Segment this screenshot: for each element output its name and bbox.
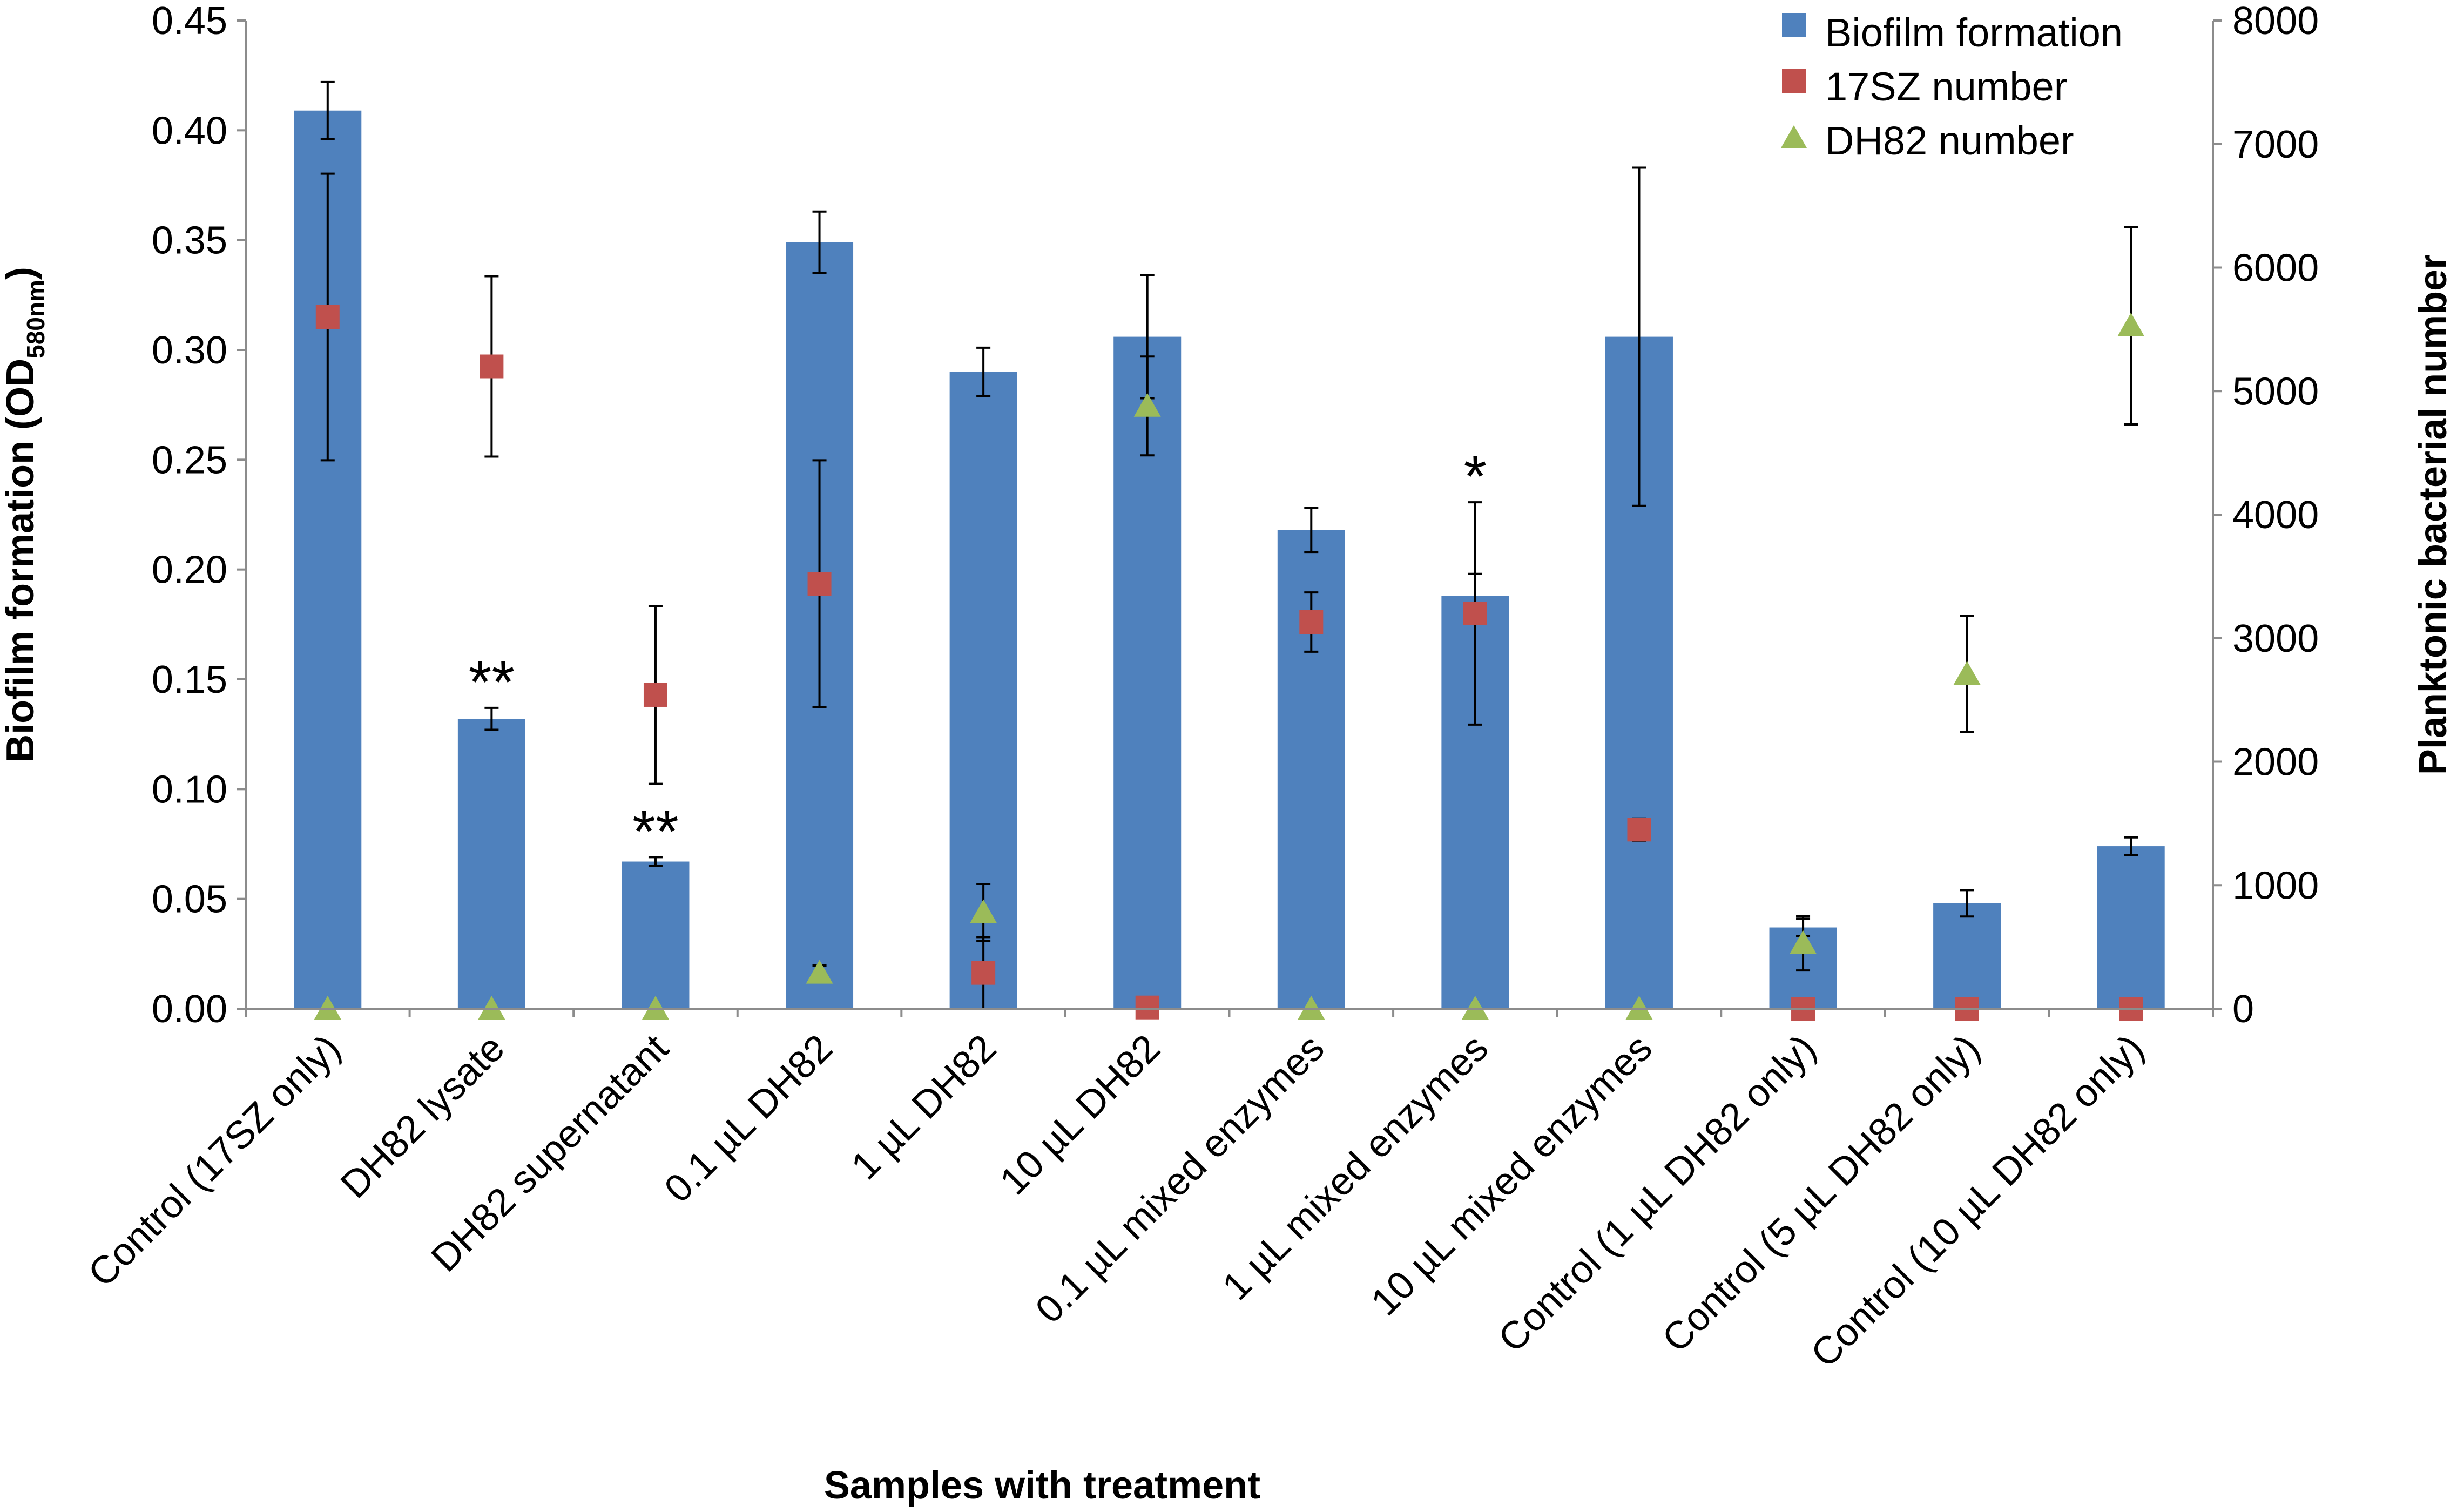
left-tick-label: 0.25	[152, 438, 227, 482]
right-tick-labels: 0 1000 2000 3000 4000 5000 6000 7000 8000	[2232, 0, 2319, 1031]
sz-point	[807, 572, 832, 596]
significance-star: *	[1463, 443, 1487, 510]
category-label: 0.1 µL DH82	[656, 1027, 841, 1211]
left-tick-label: 0.45	[152, 0, 227, 43]
category-label: Control (1 µL DH82 only)	[1490, 1027, 1825, 1361]
right-tick-label: 4000	[2232, 494, 2319, 537]
left-tick-label: 0.35	[152, 219, 227, 262]
sz-point	[971, 961, 996, 985]
right-tick-label: 1000	[2232, 864, 2319, 907]
marker-series	[314, 305, 2145, 1021]
legend-label-dh82: DH82 number	[1825, 118, 2074, 163]
significance-markers: *****	[469, 443, 1487, 865]
category-label: Control (17SZ only)	[80, 1027, 349, 1295]
category-label: DH82 lysate	[333, 1027, 513, 1207]
sz-point	[1299, 610, 1324, 634]
dh82-point	[970, 899, 997, 923]
category-label: 1 µL mixed enzymes	[1214, 1027, 1497, 1309]
sz-point	[643, 683, 667, 707]
left-tick-label: 0.05	[152, 878, 227, 921]
sz-point	[1463, 602, 1487, 625]
category-label: 1 µL DH82	[843, 1027, 1004, 1188]
sz-point	[315, 305, 340, 329]
legend-swatch-17sz	[1782, 69, 1806, 93]
biofilm-bar	[2097, 846, 2165, 1009]
axis-ticks	[237, 19, 2222, 1017]
sz-point	[1627, 818, 1651, 842]
right-tick-label: 7000	[2232, 123, 2319, 166]
legend-swatch-dh82	[1781, 125, 1807, 148]
left-tick-label: 0.20	[152, 549, 227, 592]
legend: Biofilm formation 17SZ number DH82 numbe…	[1781, 10, 2123, 163]
right-tick-label: 5000	[2232, 370, 2319, 413]
biofilm-bar	[622, 861, 690, 1009]
category-label: 0.1 µL mixed enzymes	[1028, 1027, 1333, 1332]
legend-label-biofilm: Biofilm formation	[1825, 10, 2123, 55]
significance-star: **	[469, 649, 515, 716]
left-tick-label: 0.30	[152, 329, 227, 372]
category-label: 10 µL mixed enzymes	[1363, 1027, 1660, 1324]
left-tick-label: 0.40	[152, 109, 227, 152]
left-tick-label: 0.00	[152, 988, 227, 1031]
sz-point	[1135, 995, 1159, 1020]
left-tick-label: 0.15	[152, 658, 227, 701]
right-tick-label: 0	[2232, 988, 2254, 1031]
y-axis-title: Biofilm formation (OD580nm)	[0, 267, 50, 762]
right-tick-label: 6000	[2232, 247, 2319, 290]
right-tick-label: 8000	[2232, 0, 2319, 43]
biofilm-bar	[457, 719, 525, 1009]
significance-star: **	[632, 798, 679, 865]
category-label: Control (5 µL DH82 only)	[1654, 1027, 1988, 1361]
error-bars	[320, 80, 2138, 1010]
left-tick-labels: 0.00 0.05 0.10 0.15 0.20 0.25 0.30 0.35 0.40 0.45	[152, 0, 227, 1031]
legend-swatch-biofilm	[1782, 13, 1806, 37]
left-tick-label: 0.10	[152, 768, 227, 811]
dh82-point	[1953, 661, 1981, 685]
y2-axis-title: Planktonic bacterial number	[2412, 254, 2455, 775]
biofilm-bar	[1933, 903, 2001, 1009]
dh82-point	[1133, 393, 1161, 417]
sz-point	[480, 354, 504, 379]
dh82-point	[806, 960, 833, 984]
category-label: 10 µL DH82	[992, 1027, 1169, 1203]
dh82-point	[2117, 313, 2145, 337]
category-label: Control (10 µL DH82 only)	[1803, 1027, 2152, 1376]
x-axis-title: Samples with treatment	[824, 1464, 1260, 1507]
right-tick-label: 3000	[2232, 617, 2319, 660]
right-tick-label: 2000	[2232, 741, 2319, 784]
dh82-point	[1790, 930, 1817, 954]
bar-series	[294, 110, 2165, 1009]
legend-label-17sz: 17SZ number	[1825, 64, 2067, 109]
